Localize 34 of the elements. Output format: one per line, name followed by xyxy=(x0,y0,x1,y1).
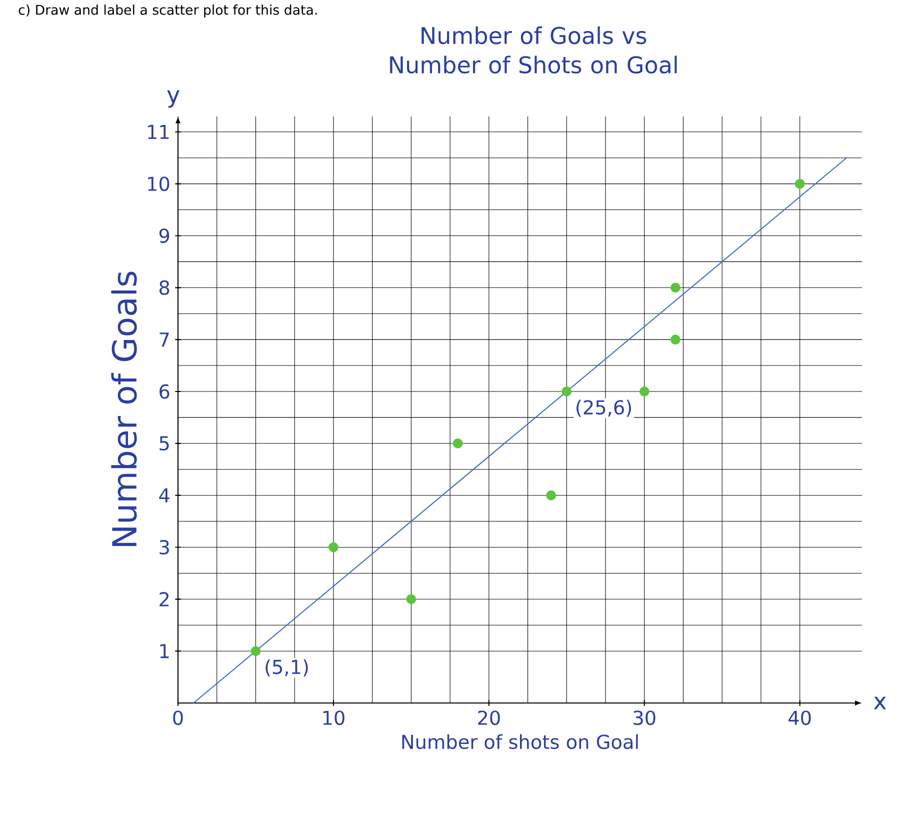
y-tick-label: 7 xyxy=(160,332,169,347)
text: x xyxy=(874,696,886,710)
x-tick-label: 20 xyxy=(478,710,500,726)
point xyxy=(670,282,680,293)
x-axis-title: Number of shots on Goal xyxy=(402,734,638,750)
y-tick-label: 6 xyxy=(160,384,170,399)
point xyxy=(562,386,572,396)
y-tick-label: 11 xyxy=(148,124,169,139)
y-tick-label: 3 xyxy=(160,540,169,555)
x-tick-label: 0 xyxy=(173,710,183,726)
x-tick-label: 30 xyxy=(634,710,656,726)
x-tick-label: 10 xyxy=(323,710,344,726)
y-tick-label: 4 xyxy=(159,488,170,502)
annotation: (5,1) xyxy=(266,659,308,676)
y-axis-title: Number of Goals xyxy=(111,272,137,546)
point xyxy=(452,438,463,448)
y-tick-label: 8 xyxy=(160,280,170,295)
y-tick-label: 10 xyxy=(148,176,170,192)
chart-title: Number of Goals vs Number of Shots on Goal xyxy=(390,26,677,74)
point xyxy=(546,490,556,500)
point xyxy=(639,386,650,396)
text: y xyxy=(167,90,180,108)
point xyxy=(406,594,416,604)
point xyxy=(250,646,261,656)
y-tick-label: 9 xyxy=(159,228,170,243)
point xyxy=(670,334,680,345)
y-tick-label: 5 xyxy=(160,436,169,451)
y-tick-label: 2 xyxy=(160,592,169,606)
point xyxy=(794,178,805,189)
text: c) Draw and label a scatter plot for this data. xyxy=(18,4,317,18)
point xyxy=(328,542,338,552)
annotation: (25,6) xyxy=(576,400,631,417)
x-tick-label: 40 xyxy=(788,710,811,726)
y-tick-label: 1 xyxy=(160,644,169,658)
